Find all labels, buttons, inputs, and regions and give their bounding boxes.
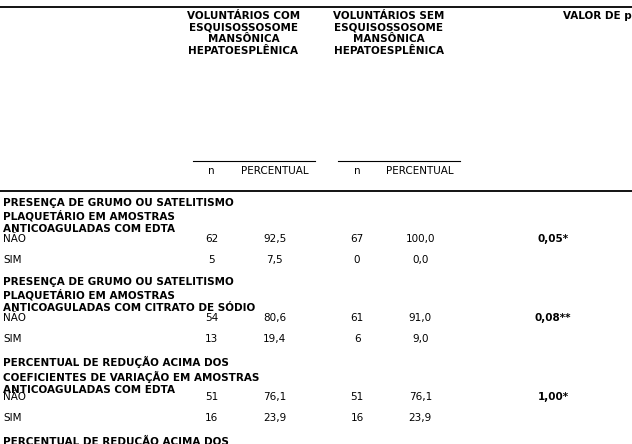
Text: 16: 16 [351, 413, 363, 424]
Text: 92,5: 92,5 [264, 234, 286, 244]
Text: n: n [209, 166, 215, 176]
Text: PERCENTUAL DE REDUÇÃO ACIMA DOS
COEFICIENTES DE VARIAÇÃO EM AMOSTRAS
ANTICOAGULA: PERCENTUAL DE REDUÇÃO ACIMA DOS COEFICIE… [3, 356, 260, 395]
Text: n: n [354, 166, 360, 176]
Text: 23,9: 23,9 [264, 413, 286, 424]
Text: 0,0: 0,0 [412, 255, 428, 266]
Text: 5: 5 [209, 255, 215, 266]
Text: NÃO: NÃO [3, 234, 26, 244]
Text: SIM: SIM [3, 413, 21, 424]
Text: 13: 13 [205, 334, 218, 345]
Text: VALOR DE p: VALOR DE p [563, 11, 631, 21]
Text: 91,0: 91,0 [409, 313, 432, 323]
Text: 0: 0 [354, 255, 360, 266]
Text: 62: 62 [205, 234, 218, 244]
Text: NÃO: NÃO [3, 392, 26, 402]
Text: 9,0: 9,0 [412, 334, 428, 345]
Text: 0,05*: 0,05* [537, 234, 569, 244]
Text: VOLUNTÁRIOS SEM
ESQUISOSSOSOME
MANSÔNICA
HEPATOESPLÊNICA: VOLUNTÁRIOS SEM ESQUISOSSOSOME MANSÔNICA… [333, 11, 444, 56]
Text: PERCENTUAL DE REDUÇÃO ACIMA DOS
COEFICIENTES DE VARIAÇÃO EM AMOSTRAS
ANTICOAGULA: PERCENTUAL DE REDUÇÃO ACIMA DOS COEFICIE… [3, 435, 260, 444]
Text: 51: 51 [351, 392, 363, 402]
Text: 76,1: 76,1 [264, 392, 286, 402]
Text: 100,0: 100,0 [406, 234, 435, 244]
Text: 76,1: 76,1 [409, 392, 432, 402]
Text: VOLUNTÁRIOS COM
ESQUISOSSOSOME
MANSÔNICA
HEPATOESPLÊNICA: VOLUNTÁRIOS COM ESQUISOSSOSOME MANSÔNICA… [187, 11, 300, 56]
Text: 54: 54 [205, 313, 218, 323]
Text: 61: 61 [351, 313, 363, 323]
Text: PRESENÇA DE GRUMO OU SATELITISMO
PLAQUETÁRIO EM AMOSTRAS
ANTICOAGULADAS COM EDTA: PRESENÇA DE GRUMO OU SATELITISMO PLAQUET… [3, 198, 234, 234]
Text: 67: 67 [351, 234, 363, 244]
Text: 51: 51 [205, 392, 218, 402]
Text: PERCENTUAL: PERCENTUAL [241, 166, 309, 176]
Text: PRESENÇA DE GRUMO OU SATELITISMO
PLAQUETÁRIO EM AMOSTRAS
ANTICOAGULADAS COM CITR: PRESENÇA DE GRUMO OU SATELITISMO PLAQUET… [3, 277, 255, 313]
Text: SIM: SIM [3, 255, 21, 266]
Text: 16: 16 [205, 413, 218, 424]
Text: 0,08**: 0,08** [535, 313, 571, 323]
Text: 23,9: 23,9 [409, 413, 432, 424]
Text: SIM: SIM [3, 334, 21, 345]
Text: 80,6: 80,6 [264, 313, 286, 323]
Text: 1,00*: 1,00* [537, 392, 569, 402]
Text: 6: 6 [354, 334, 360, 345]
Text: 7,5: 7,5 [267, 255, 283, 266]
Text: PERCENTUAL: PERCENTUAL [386, 166, 454, 176]
Text: 19,4: 19,4 [264, 334, 286, 345]
Text: NÃO: NÃO [3, 313, 26, 323]
